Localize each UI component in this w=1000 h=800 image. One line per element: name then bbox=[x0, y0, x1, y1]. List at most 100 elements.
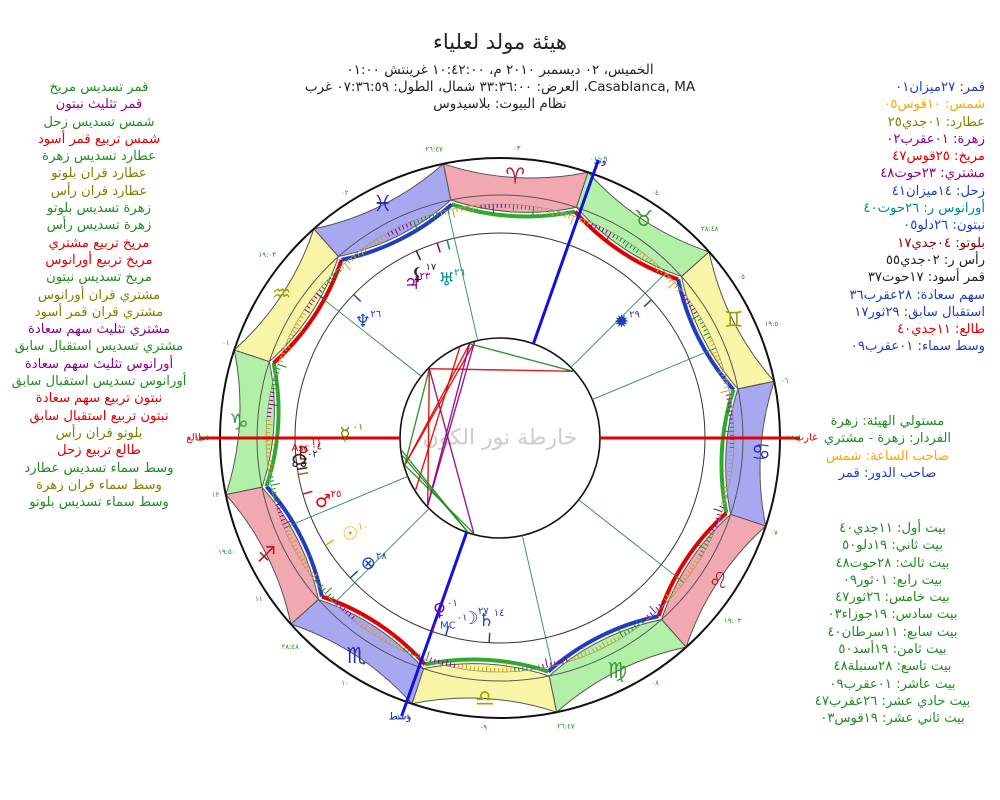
aspect-item: عطارد قران بلوتو bbox=[51, 166, 147, 182]
degree-tick bbox=[453, 663, 456, 668]
degree-tick bbox=[649, 612, 653, 616]
degree-tick bbox=[691, 307, 696, 311]
degree-tick bbox=[327, 593, 332, 597]
saturn-icon: ♄ bbox=[478, 610, 494, 631]
zodiac-sign-icon: ♊ bbox=[724, 308, 744, 333]
degree-tick bbox=[387, 232, 391, 237]
planet-degree-label: ٢٥ bbox=[331, 489, 342, 500]
degree-tick bbox=[648, 259, 652, 263]
house-cusp-item: بيت ثامن: ١٩أسد٥٠ bbox=[838, 642, 947, 658]
cusp-degree-label: ٢٦:٤٧ bbox=[557, 723, 575, 731]
degree-tick bbox=[318, 289, 323, 293]
degree-tick bbox=[530, 665, 532, 670]
mc-label: وسط bbox=[389, 711, 412, 722]
location-line: Casablanca, MA، العرض: ٣٣:٣٦:٠٠ شمال، ال… bbox=[304, 79, 696, 95]
degree-tick bbox=[276, 507, 282, 510]
zodiac-sign-icon: ♒ bbox=[272, 282, 292, 307]
degree-tick bbox=[269, 480, 275, 482]
zodiac-sign-icon: ♓ bbox=[373, 192, 393, 217]
degree-tick bbox=[280, 356, 285, 359]
degree-tick bbox=[624, 242, 629, 248]
degree-tick bbox=[359, 250, 365, 256]
degree-tick bbox=[718, 366, 724, 369]
degree-tick bbox=[348, 613, 352, 617]
element-band-arc bbox=[451, 202, 576, 219]
degree-tick bbox=[271, 387, 276, 390]
aspect-item: نبتون تربيع سهم سعادة bbox=[35, 391, 163, 407]
aspect-line bbox=[404, 342, 476, 466]
degree-tick bbox=[635, 249, 640, 254]
degree-tick bbox=[314, 578, 319, 582]
planet-position-item: قمر أسود: ١٧حوت٣٧ bbox=[867, 270, 985, 286]
degree-tick bbox=[390, 230, 394, 235]
degree-tick bbox=[721, 498, 726, 501]
degree-tick bbox=[461, 664, 464, 669]
degree-tick bbox=[629, 244, 633, 249]
degree-tick bbox=[676, 288, 681, 292]
degree-tick bbox=[335, 271, 339, 275]
planet-degree-label: ٠٤ bbox=[311, 442, 322, 453]
degree-tick bbox=[406, 647, 411, 654]
planet-position-item: استقبال سابق: ٢٩ثور١٧ bbox=[854, 304, 985, 320]
degree-tick bbox=[380, 236, 384, 241]
degree-tick bbox=[579, 218, 582, 223]
degree-tick bbox=[606, 231, 612, 241]
planet-degree-label: ١٤ bbox=[494, 608, 505, 619]
aspect-item: زهرة تسديس رأس bbox=[46, 218, 152, 234]
degree-tick bbox=[536, 207, 539, 212]
degree-tick bbox=[696, 557, 701, 561]
degree-tick bbox=[712, 524, 717, 528]
degree-tick bbox=[316, 581, 321, 585]
degree-tick bbox=[287, 533, 292, 537]
element-band-arc bbox=[264, 484, 324, 597]
aspect-item: شمس تسديس زحل bbox=[43, 114, 155, 130]
degree-tick bbox=[654, 264, 658, 269]
degree-tick bbox=[399, 645, 403, 650]
degree-tick bbox=[667, 282, 676, 289]
zodiac-sign-icon: ♈ bbox=[505, 164, 525, 189]
degree-tick bbox=[374, 632, 378, 636]
cusp-degree-label: ٢٨:٤٨ bbox=[701, 225, 719, 233]
house-cusp-item: بيت ثالث: ٢٨حوت٤٨ bbox=[835, 555, 950, 571]
house-cusp-line bbox=[570, 272, 667, 368]
degree-tick bbox=[342, 607, 346, 612]
planet-position-item: طالع: ١١جدي٤٠ bbox=[897, 322, 985, 338]
aspect-item: أورانوس تثليث سهم سعادة bbox=[24, 356, 174, 372]
degree-tick bbox=[444, 210, 447, 215]
degree-tick bbox=[282, 520, 292, 525]
degree-tick bbox=[360, 622, 365, 627]
degree-tick bbox=[724, 386, 729, 389]
planet-degree-label: ٢٣ bbox=[420, 271, 431, 282]
degree-tick bbox=[403, 647, 406, 652]
degree-tick bbox=[268, 472, 273, 474]
degree-tick bbox=[674, 285, 678, 289]
planet-position-item: نبتون: ٢٦دلو٠٥ bbox=[903, 218, 985, 234]
degree-tick bbox=[272, 491, 277, 494]
degree-tick bbox=[338, 268, 342, 272]
aspect-item: شمس تربيع قمر أسود bbox=[37, 131, 161, 147]
degree-tick bbox=[291, 330, 296, 333]
aspect-item: نبتون تربيع استقبال سابق bbox=[29, 408, 169, 424]
planet-position-tick bbox=[436, 242, 441, 253]
degree-tick bbox=[691, 314, 700, 321]
degree-tick bbox=[664, 598, 668, 602]
degree-tick bbox=[640, 619, 644, 624]
aspect-line bbox=[427, 343, 471, 506]
zodiac-sign-icon: ♌ bbox=[709, 569, 729, 594]
aspect-item: مشتري قران قمر أسود bbox=[34, 304, 164, 320]
degree-tick bbox=[609, 639, 613, 644]
aspect-item: طالع تربيع زحل bbox=[56, 443, 142, 459]
degree-tick bbox=[707, 535, 712, 539]
planet-position-item: بلوتو: ٠٤جدي١٧ bbox=[897, 235, 985, 251]
degree-tick bbox=[651, 261, 655, 266]
degree-tick bbox=[613, 637, 617, 642]
house-cusp-item: بيت سابع: ١١سرطان٤٠ bbox=[827, 624, 958, 640]
zodiac-sign-icon: ♋ bbox=[751, 441, 771, 466]
degree-tick bbox=[468, 206, 470, 211]
degree-tick bbox=[274, 375, 279, 378]
planet-position-tick bbox=[415, 250, 422, 261]
degree-tick bbox=[321, 286, 325, 290]
degree-tick bbox=[336, 602, 340, 606]
aspect-item: أورانوس تسديس استقبال سابق bbox=[11, 374, 187, 390]
degree-tick bbox=[591, 648, 595, 653]
